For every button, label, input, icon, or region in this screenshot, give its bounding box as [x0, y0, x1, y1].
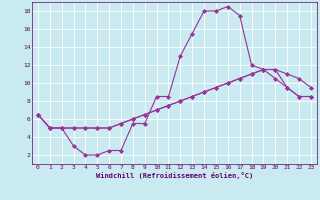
X-axis label: Windchill (Refroidissement éolien,°C): Windchill (Refroidissement éolien,°C) [96, 172, 253, 179]
